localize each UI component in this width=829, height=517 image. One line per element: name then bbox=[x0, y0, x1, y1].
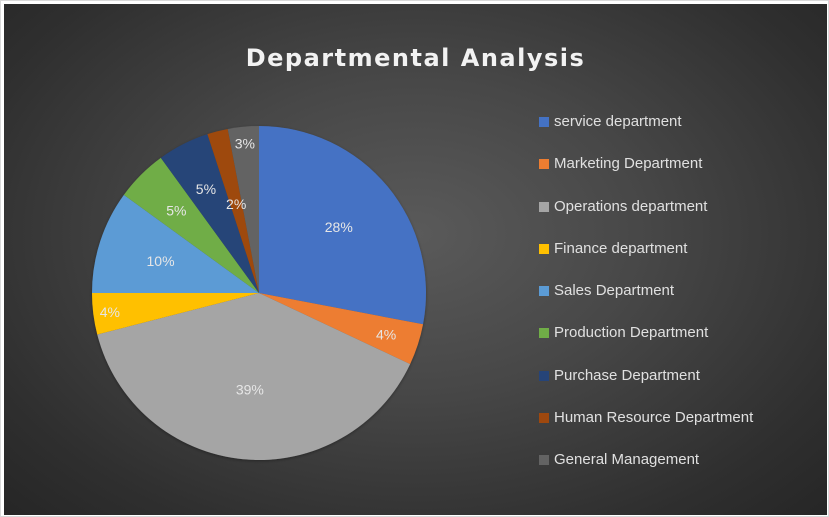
chart-legend: service department Marketing Department Op… bbox=[539, 112, 819, 492]
legend-item-6: Purchase Department bbox=[539, 366, 819, 408]
legend-item-8: General Management bbox=[539, 450, 819, 492]
legend-swatch bbox=[539, 117, 549, 127]
legend-item-2: Operations department bbox=[539, 197, 819, 239]
pie-slice-1 bbox=[259, 293, 424, 365]
legend-item-3: Finance department bbox=[539, 239, 819, 281]
legend-label: Operations department bbox=[554, 197, 708, 215]
pie-slice-2 bbox=[97, 293, 411, 460]
legend-label: service department bbox=[554, 113, 682, 130]
legend-swatch bbox=[539, 455, 549, 465]
pie-slice-6 bbox=[160, 134, 259, 293]
legend-swatch bbox=[539, 286, 549, 296]
pie-data-label-8: 3% bbox=[235, 135, 255, 151]
pie-data-label-6: 5% bbox=[196, 181, 216, 197]
legend-label: Marketing Department bbox=[554, 155, 703, 173]
pie-data-label-1: 4% bbox=[376, 326, 396, 342]
legend-label: Sales Department bbox=[554, 282, 675, 299]
legend-swatch bbox=[539, 201, 549, 212]
pie-data-label-4: 10% bbox=[147, 253, 175, 269]
legend-label: Human Resource Department bbox=[554, 408, 754, 426]
pie-slices bbox=[92, 126, 427, 460]
chart-area: Departmental Analysis 28% 4% 39% 4% 10% 5% 5% 2… bbox=[4, 4, 827, 515]
legend-swatch bbox=[539, 328, 549, 339]
legend-swatch bbox=[539, 412, 549, 423]
legend-label: Production Department bbox=[554, 324, 709, 342]
pie-data-label-2: 39% bbox=[236, 381, 264, 397]
pie-data-label-7: 2% bbox=[226, 196, 246, 212]
legend-item-5: Production Department bbox=[539, 323, 819, 365]
pie-data-label-0: 28% bbox=[325, 219, 353, 235]
legend-swatch bbox=[539, 159, 549, 170]
pie-slice-0 bbox=[259, 126, 427, 325]
pie-slice-7 bbox=[207, 128, 259, 293]
pie-data-label-5: 5% bbox=[166, 202, 186, 218]
chart-title: Departmental Analysis bbox=[245, 44, 586, 72]
pie-slice-5 bbox=[123, 157, 259, 293]
legend-label: Finance department bbox=[554, 239, 688, 257]
legend-label: General Management bbox=[554, 451, 700, 468]
legend-swatch bbox=[539, 243, 549, 254]
pie-slice-3 bbox=[92, 293, 259, 335]
pie-slice-4 bbox=[92, 194, 259, 293]
pie-slice-8 bbox=[227, 126, 259, 293]
pie-chart: 28% 4% 39% 4% 10% 5% 5% 2% 3% bbox=[92, 126, 427, 460]
legend-label: Purchase Department bbox=[554, 366, 700, 384]
pie-data-labels: 28% 4% 39% 4% 10% 5% 5% 2% 3% bbox=[100, 135, 396, 397]
pie-data-label-3: 4% bbox=[100, 304, 120, 320]
legend-swatch bbox=[539, 370, 549, 381]
legend-item-4: Sales Department bbox=[539, 281, 819, 323]
legend-item-0: service department bbox=[539, 112, 819, 154]
legend-item-1: Marketing Department bbox=[539, 154, 819, 196]
legend-item-7: Human Resource Department bbox=[539, 408, 819, 450]
